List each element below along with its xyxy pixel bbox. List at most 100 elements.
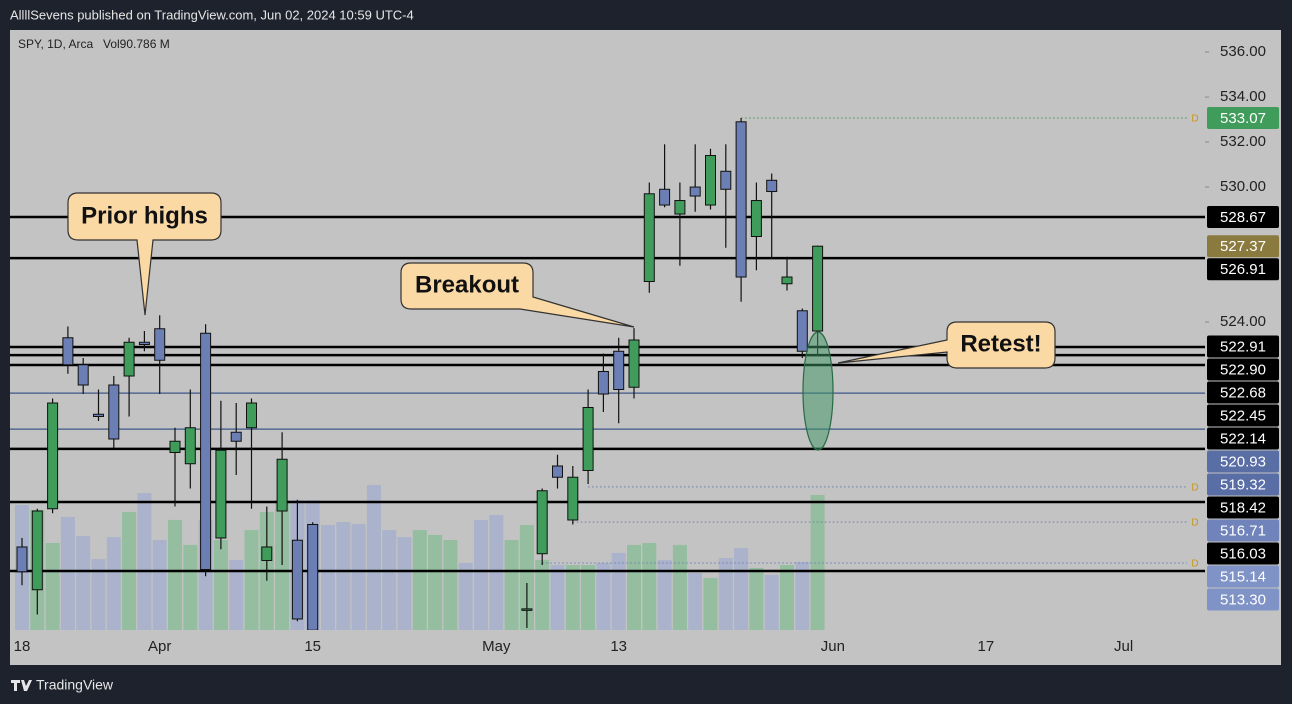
volume-bar xyxy=(382,530,397,630)
price-label-bg xyxy=(1207,588,1279,611)
legend-symbol: SPY, 1D, Arca xyxy=(18,37,93,51)
price-label: 522.14 xyxy=(1207,427,1279,450)
volume-bar xyxy=(672,544,687,630)
candle-body xyxy=(628,339,640,388)
level-marker: D xyxy=(1191,483,1198,494)
volume-bar xyxy=(351,523,366,630)
candle-body xyxy=(720,170,732,190)
volume-bar xyxy=(168,519,182,630)
volume-bar xyxy=(91,559,106,630)
price-label-text: 522.14 xyxy=(1220,431,1266,448)
price-label: 522.68 xyxy=(1207,381,1279,404)
price-label-text: 518.42 xyxy=(1220,500,1266,517)
candle-body xyxy=(689,186,701,197)
volume-bar xyxy=(76,536,91,630)
plot-area: D D D D xyxy=(10,114,1205,630)
volume-bar xyxy=(275,500,290,630)
y-tick-label: 536.00 xyxy=(1220,43,1266,60)
price-label-bg xyxy=(1207,335,1279,358)
volume-bar xyxy=(581,565,596,630)
brand: TradingView xyxy=(36,677,114,693)
candle-body xyxy=(62,337,74,366)
volume-bar xyxy=(45,543,60,630)
candle-body xyxy=(597,371,609,395)
price-label-text: 527.37 xyxy=(1220,238,1266,255)
callout-box xyxy=(400,262,635,328)
price-label-bg xyxy=(1207,427,1279,450)
y-tick-label: 524.00 xyxy=(1220,313,1266,330)
price-label-text: 519.32 xyxy=(1220,477,1266,494)
volume-bar xyxy=(106,537,121,630)
level-marker: D xyxy=(1191,114,1198,125)
legend-volume: Vol90.786 M xyxy=(103,37,170,51)
candle-body xyxy=(582,407,594,471)
y-tick-label: 532.00 xyxy=(1220,133,1266,150)
candle-body xyxy=(261,546,273,561)
price-label-bg xyxy=(1207,358,1279,381)
y-tick-label: 534.00 xyxy=(1220,88,1266,105)
volume-bar xyxy=(412,530,427,630)
price-label-text: 513.30 xyxy=(1220,592,1266,609)
x-tick-label: 17 xyxy=(978,638,995,655)
volume-bar xyxy=(611,552,626,630)
level-marker: D xyxy=(1191,559,1198,570)
candle-body xyxy=(200,332,212,570)
x-tick-label: 18 xyxy=(14,638,31,655)
price-label: 528.67 xyxy=(1207,205,1279,228)
callout-text: Breakout xyxy=(415,271,519,298)
volume-bar xyxy=(397,537,412,630)
callout-box xyxy=(837,321,1056,369)
price-label: 526.91 xyxy=(1207,258,1279,281)
price-label-text: 522.68 xyxy=(1220,385,1266,402)
price-label: 516.03 xyxy=(1207,542,1279,565)
candle-body xyxy=(781,276,793,285)
candle-body xyxy=(230,431,242,442)
price-label-bg xyxy=(1207,258,1279,281)
candle-body xyxy=(659,188,671,206)
volume-bar xyxy=(795,562,810,630)
price-label-text: 520.93 xyxy=(1220,454,1266,471)
volume-bar xyxy=(627,544,641,630)
candle-body xyxy=(47,402,59,510)
volume-bar xyxy=(428,534,443,630)
volume-bar xyxy=(458,562,473,630)
volume-bar xyxy=(336,522,351,630)
callout: Breakout xyxy=(400,262,635,328)
x-tick-label: Jun xyxy=(821,638,845,655)
x-tick-label: Apr xyxy=(148,638,171,655)
price-label-bg xyxy=(1207,235,1279,258)
callout-text: Retest! xyxy=(960,330,1041,357)
price-label: 519.32 xyxy=(1207,473,1279,496)
candle-body xyxy=(276,458,288,512)
volume-bar xyxy=(718,558,733,630)
volume-bar xyxy=(596,562,611,630)
candle-body xyxy=(184,427,196,465)
volume-bar xyxy=(137,493,152,630)
price-label: 513.30 xyxy=(1207,588,1279,611)
price-label: 516.71 xyxy=(1207,519,1279,542)
candle-body xyxy=(123,341,135,377)
volume-bar xyxy=(764,574,779,630)
candle-body xyxy=(307,523,319,630)
candle-body xyxy=(93,413,104,418)
logo-mark xyxy=(11,680,32,691)
price-label: 527.37 xyxy=(1207,235,1279,258)
volume-bar xyxy=(60,516,75,630)
price-label: 522.45 xyxy=(1207,404,1279,427)
candle-body xyxy=(521,608,533,611)
price-label: 518.42 xyxy=(1207,496,1279,519)
price-label-bg xyxy=(1207,381,1279,404)
price-label: 522.90 xyxy=(1207,358,1279,381)
callout-box xyxy=(67,192,222,316)
price-label-bg xyxy=(1207,519,1279,542)
volume-bar xyxy=(688,573,703,630)
volume-bar xyxy=(504,540,519,630)
price-label-text: 516.03 xyxy=(1220,546,1266,563)
candle-body xyxy=(246,402,257,429)
volume-bar xyxy=(565,565,580,630)
volume-bar xyxy=(780,565,794,630)
price-label-text: 522.91 xyxy=(1220,339,1266,356)
volume-bar xyxy=(366,485,381,630)
candle-body xyxy=(766,179,778,193)
